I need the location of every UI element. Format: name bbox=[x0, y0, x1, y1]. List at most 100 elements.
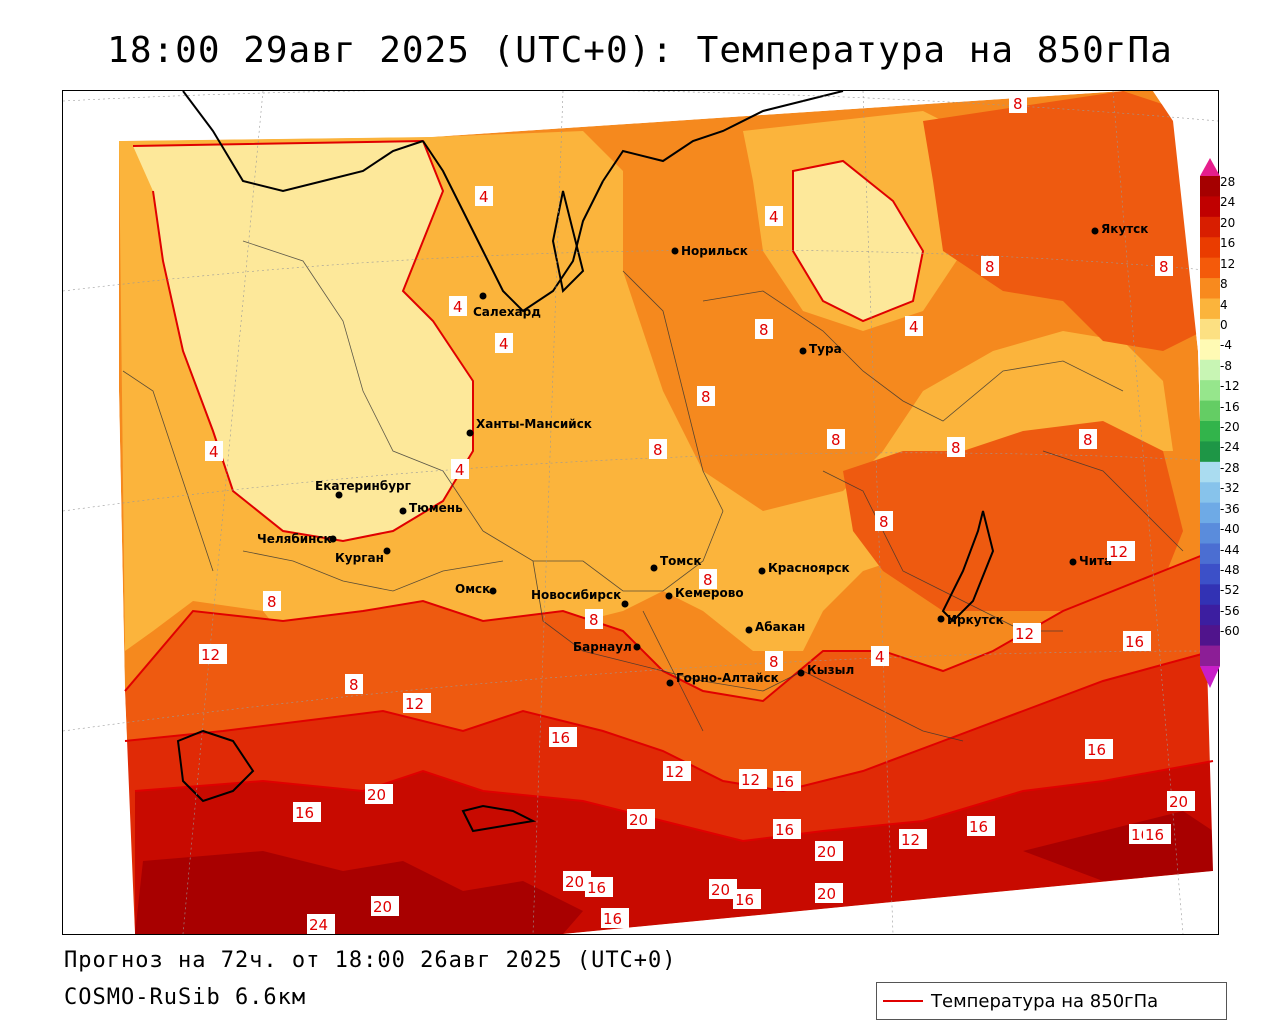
colorbar-tick-label: -52 bbox=[1220, 583, 1240, 598]
colorbar-tick-label: -44 bbox=[1220, 542, 1240, 557]
svg-text:16: 16 bbox=[1145, 826, 1164, 844]
temperature-colorbar: 28 24 20 16 12 8 4 0 -4 -8 -12 -16 -20 -24 -28 -32 -36 -4… bbox=[1200, 158, 1270, 688]
svg-text:24: 24 bbox=[309, 916, 328, 934]
contour-label: 8 bbox=[263, 591, 281, 611]
colorbar-swatch bbox=[1200, 625, 1220, 647]
coastlines bbox=[176, 91, 995, 833]
svg-text:8: 8 bbox=[879, 513, 889, 531]
svg-text:Чита: Чита bbox=[1079, 554, 1112, 568]
forecast-info: Прогноз на 72ч. от 18:00 26авг 2025 (UTC… bbox=[64, 948, 677, 973]
svg-text:Новосибирск: Новосибирск bbox=[531, 588, 621, 602]
svg-text:8: 8 bbox=[769, 653, 779, 671]
svg-text:4: 4 bbox=[209, 443, 219, 461]
city-norilsk: Норильск bbox=[671, 244, 748, 258]
colorbar-swatch bbox=[1200, 257, 1220, 279]
svg-text:Екатеринбург: Екатеринбург bbox=[315, 479, 411, 493]
svg-text:16: 16 bbox=[603, 910, 622, 928]
svg-text:Барнаул: Барнаул bbox=[573, 640, 632, 654]
contour-label: 4 bbox=[205, 441, 223, 461]
city-chelyabinsk: Челябинск bbox=[257, 532, 337, 546]
contour-label: 12 bbox=[663, 761, 691, 781]
svg-text:8: 8 bbox=[759, 321, 769, 339]
svg-text:8: 8 bbox=[1159, 258, 1169, 276]
contour-label: 4 bbox=[475, 186, 493, 206]
contour-label: 8 bbox=[947, 437, 965, 457]
city-kurgan: Курган bbox=[335, 547, 391, 565]
svg-text:12: 12 bbox=[901, 831, 920, 849]
svg-text:Красноярск: Красноярск bbox=[768, 561, 850, 575]
svg-text:Ханты-Мансийск: Ханты-Мансийск bbox=[476, 417, 592, 431]
colorbar-swatch bbox=[1200, 298, 1220, 320]
contour-label: 8 bbox=[649, 439, 667, 459]
colorbar-tick-label: -20 bbox=[1220, 420, 1240, 434]
svg-text:8: 8 bbox=[831, 431, 841, 449]
colorbar-swatch bbox=[1200, 543, 1220, 565]
svg-text:20: 20 bbox=[367, 786, 386, 804]
contour-label: 8 bbox=[765, 651, 783, 671]
svg-text:Томск: Томск bbox=[660, 554, 702, 568]
contour-label: 4 bbox=[765, 206, 783, 226]
svg-text:20: 20 bbox=[817, 843, 836, 861]
svg-text:16: 16 bbox=[775, 821, 794, 839]
contour-label: 8 bbox=[699, 569, 717, 589]
colorbar-swatch bbox=[1200, 216, 1220, 238]
contour-label: 20 bbox=[563, 871, 591, 891]
colorbar-top-arrow bbox=[1200, 158, 1220, 176]
svg-text:4: 4 bbox=[769, 208, 779, 226]
svg-text:Абакан: Абакан bbox=[755, 620, 805, 634]
svg-text:8: 8 bbox=[985, 258, 995, 276]
colorbar-swatch bbox=[1200, 523, 1220, 544]
graticule bbox=[63, 91, 1218, 934]
colorbar-tick-label: 0 bbox=[1220, 317, 1228, 332]
city-barnaul: Барнаул bbox=[573, 640, 641, 654]
contour-label: 20 bbox=[709, 879, 737, 899]
colorbar-swatch bbox=[1200, 421, 1220, 442]
colorbar-tick-label: -8 bbox=[1220, 358, 1232, 373]
city-chita: Чита bbox=[1069, 554, 1112, 568]
contour-label: 8 bbox=[585, 609, 603, 629]
contour-label: 20 bbox=[365, 784, 393, 804]
colorbar-swatch bbox=[1200, 441, 1220, 463]
contour-label: 16 bbox=[1123, 631, 1151, 651]
contour-label: 12 bbox=[1107, 541, 1135, 561]
contour-label: 16 bbox=[549, 727, 577, 747]
city-abakan: Абакан bbox=[745, 620, 805, 634]
svg-text:12: 12 bbox=[665, 763, 684, 781]
contour-label: 12 bbox=[1013, 623, 1041, 643]
colorbar-tick-label: -12 bbox=[1220, 379, 1240, 394]
contour-label: 8 bbox=[697, 386, 715, 406]
colorbar-swatch bbox=[1200, 645, 1220, 667]
svg-text:20: 20 bbox=[711, 881, 730, 899]
city-novosibirsk: Новосибирск bbox=[531, 588, 629, 608]
colorbar-swatch bbox=[1200, 400, 1220, 422]
svg-text:Якутск: Якутск bbox=[1101, 222, 1148, 236]
colorbar-bottom-arrow bbox=[1200, 666, 1220, 688]
svg-text:Кызыл: Кызыл bbox=[807, 663, 854, 677]
contour-label: 4 bbox=[451, 459, 469, 479]
colorbar-tick-label: -4 bbox=[1220, 338, 1232, 353]
contour-label: 12 bbox=[199, 644, 227, 664]
legend: Температура на 850гПа bbox=[876, 982, 1227, 1020]
svg-text:Горно-Алтайск: Горно-Алтайск bbox=[676, 671, 779, 685]
svg-text:16: 16 bbox=[587, 879, 606, 897]
city-krasnoyarsk: Красноярск bbox=[758, 561, 850, 575]
colorbar-tick-label: 12 bbox=[1220, 256, 1236, 271]
svg-text:16: 16 bbox=[295, 804, 314, 822]
contour-label: 12 bbox=[899, 829, 927, 849]
colorbar-tick-label: -24 bbox=[1220, 440, 1240, 455]
colorbar-tick-label: -56 bbox=[1220, 603, 1240, 618]
svg-text:12: 12 bbox=[1015, 625, 1034, 643]
svg-text:16: 16 bbox=[969, 818, 988, 836]
svg-text:Челябинск: Челябинск bbox=[257, 532, 332, 546]
svg-text:4: 4 bbox=[479, 188, 489, 206]
svg-text:8: 8 bbox=[589, 611, 599, 629]
model-info: COSMO-RuSib 6.6км bbox=[64, 985, 307, 1010]
colorbar-swatch bbox=[1200, 502, 1220, 524]
colorbar-swatch bbox=[1200, 237, 1220, 259]
svg-text:4: 4 bbox=[909, 318, 919, 336]
svg-text:Тура: Тура bbox=[809, 342, 842, 356]
svg-text:8: 8 bbox=[703, 571, 713, 589]
contour-label: 16 bbox=[1143, 824, 1171, 844]
colorbar-swatch bbox=[1200, 563, 1220, 585]
svg-text:4: 4 bbox=[453, 298, 463, 316]
